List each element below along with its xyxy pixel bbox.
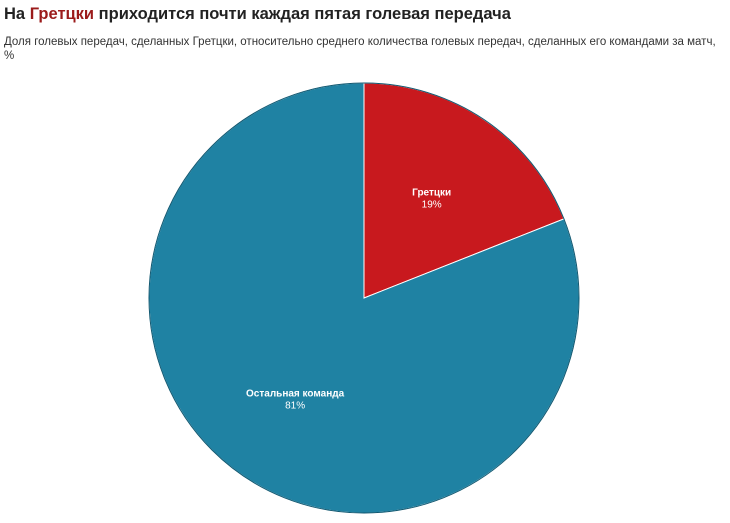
- slice-value-label: 19%: [422, 199, 442, 210]
- chart-subtitle: Доля голевых передач, сделанных Гретцки,…: [4, 36, 716, 62]
- slice-name-label: Гретцки: [412, 187, 451, 198]
- title-prefix: На: [4, 5, 30, 23]
- slice-name-label: Остальная команда: [246, 388, 345, 399]
- title-highlight: Гретцки: [29, 5, 95, 23]
- title-suffix: приходится почти каждая пятая голевая пе…: [94, 5, 511, 23]
- pie-outline: [148, 82, 580, 514]
- pie-slices: [148, 82, 580, 514]
- chart-title: На Гретцки приходится почти каждая пятая…: [4, 5, 511, 24]
- slice-value-label: 81%: [285, 400, 305, 411]
